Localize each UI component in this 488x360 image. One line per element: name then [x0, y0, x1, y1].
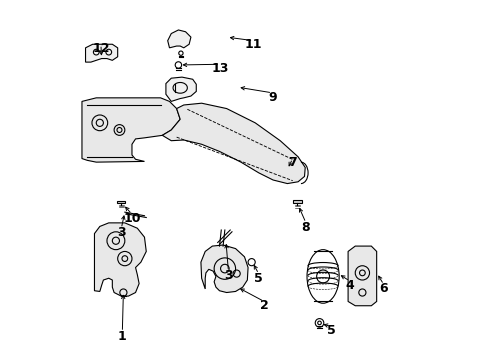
Text: 5: 5: [326, 324, 335, 337]
Polygon shape: [162, 103, 305, 184]
Text: 7: 7: [288, 156, 297, 169]
Polygon shape: [82, 98, 180, 162]
Text: 4: 4: [345, 279, 353, 292]
Text: 6: 6: [379, 283, 387, 296]
Polygon shape: [347, 246, 376, 306]
Polygon shape: [117, 201, 125, 203]
Text: 9: 9: [267, 91, 276, 104]
Text: 3: 3: [117, 226, 125, 239]
Polygon shape: [292, 200, 301, 203]
Text: 8: 8: [301, 221, 309, 234]
Text: 11: 11: [244, 39, 262, 51]
Text: 5: 5: [254, 272, 263, 285]
Polygon shape: [167, 30, 190, 48]
Polygon shape: [85, 44, 118, 62]
Text: 13: 13: [211, 62, 228, 75]
Text: 3: 3: [224, 269, 232, 282]
Polygon shape: [165, 77, 196, 102]
Polygon shape: [94, 223, 146, 296]
Text: 12: 12: [92, 42, 109, 55]
Text: 10: 10: [123, 212, 141, 225]
Polygon shape: [201, 245, 247, 293]
Text: 2: 2: [259, 299, 268, 312]
Text: 1: 1: [118, 330, 126, 343]
